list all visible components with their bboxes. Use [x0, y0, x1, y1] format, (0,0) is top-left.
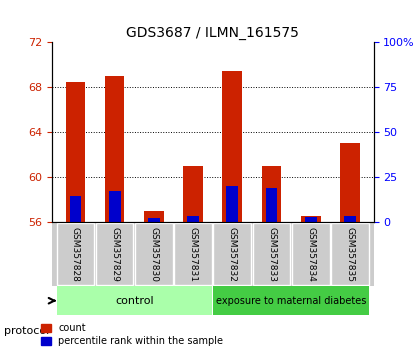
Text: protocol: protocol — [4, 326, 49, 336]
Text: GSM357829: GSM357829 — [110, 227, 119, 281]
Legend: count, percentile rank within the sample: count, percentile rank within the sample — [38, 320, 227, 349]
FancyBboxPatch shape — [96, 223, 134, 285]
Bar — [109, 191, 120, 222]
Bar — [105, 76, 124, 222]
Bar — [144, 211, 164, 222]
Bar — [183, 166, 203, 222]
FancyBboxPatch shape — [135, 223, 173, 285]
FancyBboxPatch shape — [292, 223, 330, 285]
FancyBboxPatch shape — [253, 223, 290, 285]
Text: GSM357832: GSM357832 — [228, 227, 237, 281]
Bar — [70, 196, 81, 222]
Bar — [56, 286, 212, 315]
Text: GSM357830: GSM357830 — [149, 227, 159, 281]
Bar — [301, 216, 320, 222]
Text: GSM357833: GSM357833 — [267, 227, 276, 281]
Bar — [222, 70, 242, 222]
Bar — [148, 218, 160, 222]
FancyBboxPatch shape — [331, 223, 369, 285]
Bar — [187, 216, 199, 222]
Text: exposure to maternal diabetes: exposure to maternal diabetes — [216, 296, 366, 306]
Bar — [266, 188, 277, 222]
Bar — [262, 166, 281, 222]
Bar — [305, 217, 317, 222]
Bar — [213, 286, 369, 315]
Bar — [340, 143, 360, 222]
Text: GSM357828: GSM357828 — [71, 227, 80, 281]
Text: GSM357835: GSM357835 — [345, 227, 354, 281]
Bar — [344, 216, 356, 222]
Title: GDS3687 / ILMN_161575: GDS3687 / ILMN_161575 — [126, 26, 299, 40]
Bar — [227, 186, 238, 222]
Text: control: control — [115, 296, 154, 306]
FancyBboxPatch shape — [56, 223, 94, 285]
FancyBboxPatch shape — [174, 223, 212, 285]
Text: GSM357831: GSM357831 — [188, 227, 198, 281]
FancyBboxPatch shape — [213, 223, 251, 285]
Bar — [66, 82, 85, 222]
Text: GSM357834: GSM357834 — [306, 227, 315, 281]
